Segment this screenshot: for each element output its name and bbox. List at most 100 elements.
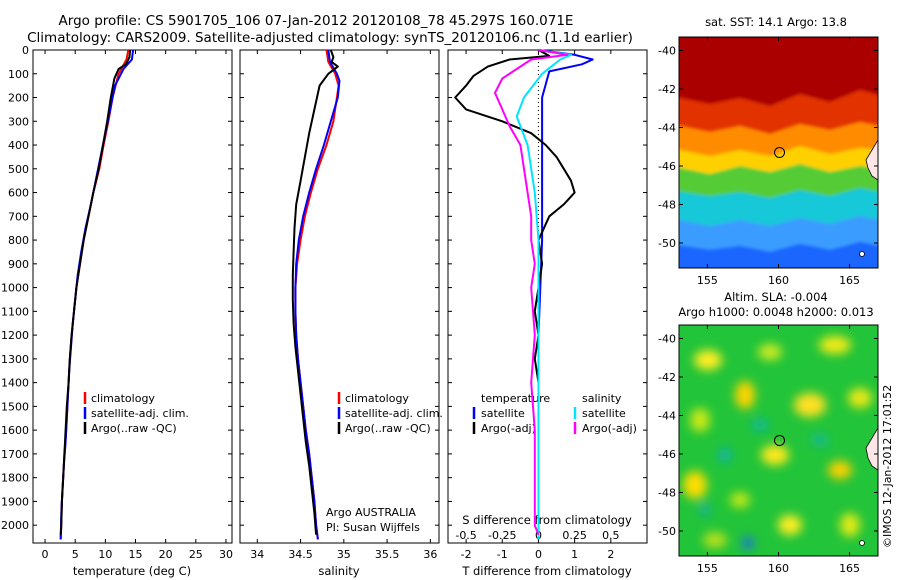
depth-tick-label: 1200 xyxy=(1,329,29,342)
sst-lon-label: 165 xyxy=(839,274,860,287)
sla-lat-label: -42 xyxy=(658,371,676,384)
chart-marks: 0100200300400500600700800900100011001200… xyxy=(1,37,878,575)
legend-label-s-argo: Argo(-adj) xyxy=(582,422,637,435)
salinity-legend: climatology satellite-adj. clim. Argo(..… xyxy=(337,392,443,435)
difference-xtick-label: -1 xyxy=(497,548,508,561)
depth-tick-label: 500 xyxy=(8,163,29,176)
sst-map-panel: sat. SST: 14.1 Argo: 13.8 xyxy=(678,15,879,269)
sla-heatmap xyxy=(679,325,878,556)
sst-lon-label: 155 xyxy=(697,274,718,287)
difference-top-xtick-label: -0.25 xyxy=(488,529,516,542)
sst-lat-label: -46 xyxy=(658,160,676,173)
sla-lat-label: -40 xyxy=(658,332,676,345)
salinity-xtick-label: 34.5 xyxy=(288,548,313,561)
salinity-panel xyxy=(239,49,440,544)
temperature-xtick-label: 15 xyxy=(129,548,143,561)
depth-tick-label: 800 xyxy=(8,234,29,247)
sst-float-marker xyxy=(774,146,786,158)
legend-label-t-argo: Argo(-adj) xyxy=(481,422,536,435)
sla-lat-label: -44 xyxy=(658,409,676,422)
temperature-xtick-label: 10 xyxy=(98,548,112,561)
temperature-axes-frame xyxy=(32,49,233,544)
sla-lon-label: 160 xyxy=(768,562,789,575)
sla-lon-label: 155 xyxy=(697,562,718,575)
pi-label: PI: Susan Wijffels xyxy=(326,521,420,534)
temperature-panel xyxy=(32,49,233,544)
sst-lat-label: -40 xyxy=(658,44,676,57)
difference-series-2 xyxy=(515,49,572,540)
difference-top-xlabel: S difference from climatology xyxy=(462,513,632,527)
depth-tick-label: 1900 xyxy=(1,495,29,508)
temperature-xtick-label: 0 xyxy=(42,548,49,561)
legend-heading-temperature: temperature xyxy=(481,392,550,405)
salinity-xlabel: salinity xyxy=(318,564,359,578)
header-line-1: Argo profile: CS 5901705_106 07-Jan-2012… xyxy=(59,13,574,29)
legend-label-climatology: climatology xyxy=(91,392,155,405)
temperature-xtick-label: 5 xyxy=(72,548,79,561)
header-line-2: Climatology: CARS2009. Satellite-adjuste… xyxy=(27,30,633,46)
difference-xtick-label: -2 xyxy=(461,548,472,561)
difference-top-xtick-label: 0.5 xyxy=(602,529,620,542)
depth-tick-label: 100 xyxy=(8,68,29,81)
temperature-xlabel: temperature (deg C) xyxy=(73,564,191,578)
sst-lat-label: -50 xyxy=(658,237,676,250)
depth-tick-label: 700 xyxy=(8,210,29,223)
difference-top-xtick-label: 0.25 xyxy=(562,529,587,542)
legend-label-s-satellite: satellite xyxy=(582,407,626,420)
depth-tick-label: 1500 xyxy=(1,400,29,413)
depth-tick-label: 1100 xyxy=(1,305,29,318)
legend-label-satellite: satellite-adj. clim. xyxy=(91,407,189,420)
salinity-xtick-label: 35 xyxy=(337,548,351,561)
depth-tick-label: 300 xyxy=(8,115,29,128)
sla-lat-label: -50 xyxy=(658,525,676,538)
depth-tick-label: 400 xyxy=(8,139,29,152)
sst-heatmap xyxy=(679,37,878,268)
salinity-series-1 xyxy=(294,49,341,540)
sla-lat-label: -46 xyxy=(658,448,676,461)
difference-series-1 xyxy=(454,49,576,535)
temperature-xtick-label: 30 xyxy=(219,548,233,561)
sla-lon-label: 165 xyxy=(839,562,860,575)
legend-label-argo: Argo(..raw -QC) xyxy=(345,422,431,435)
legend-label-climatology: climatology xyxy=(345,392,409,405)
sst-lon-label: 160 xyxy=(768,274,789,287)
legend-label-satellite: satellite-adj. clim. xyxy=(345,407,443,420)
temperature-series-2 xyxy=(59,49,132,535)
argo-australia-label: Argo AUSTRALIA xyxy=(326,506,416,519)
sst-lat-label: -42 xyxy=(658,83,676,96)
depth-tick-label: 200 xyxy=(8,92,29,105)
sla-map-title: Altim. SLA: -0.004 xyxy=(724,290,828,304)
sla-map-subtitle: Argo h1000: 0.0048 h2000: 0.013 xyxy=(678,305,873,319)
legend-heading-salinity: salinity xyxy=(582,392,622,405)
depth-tick-label: 900 xyxy=(8,258,29,271)
difference-top-xtick-label: -0.5 xyxy=(455,529,476,542)
depth-tick-label: 1400 xyxy=(1,377,29,390)
salinity-xtick-label: 36 xyxy=(423,548,437,561)
legend-label-t-satellite: satellite xyxy=(481,407,525,420)
temperature-xtick-label: 20 xyxy=(159,548,173,561)
difference-xtick-label: 2 xyxy=(607,548,614,561)
depth-tick-label: 1300 xyxy=(1,353,29,366)
salinity-series-2 xyxy=(291,49,339,535)
sst-lat-label: -44 xyxy=(658,121,676,134)
sst-map-title: sat. SST: 14.1 Argo: 13.8 xyxy=(705,15,847,29)
difference-panel xyxy=(447,49,648,544)
legend-label-argo: Argo(..raw -QC) xyxy=(91,422,177,435)
difference-xlabel: T difference from climatology xyxy=(461,564,632,578)
depth-tick-label: 600 xyxy=(8,187,29,200)
difference-series-3 xyxy=(494,49,569,536)
depth-tick-label: 1700 xyxy=(1,448,29,461)
difference-xtick-label: 1 xyxy=(571,548,578,561)
temperature-xtick-label: 25 xyxy=(189,548,203,561)
salinity-xtick-label: 34 xyxy=(250,548,264,561)
depth-tick-label: 1000 xyxy=(1,282,29,295)
salinity-xtick-label: 35.5 xyxy=(375,548,400,561)
imos-stamp: ©IMOS 12-Jan-2012 17:01:52 xyxy=(881,385,894,548)
depth-tick-label: 2000 xyxy=(1,519,29,532)
depth-tick-label: 1600 xyxy=(1,424,29,437)
sla-float-marker xyxy=(774,434,786,446)
difference-xtick-label: 0 xyxy=(535,548,542,561)
depth-tick-label: 1800 xyxy=(1,472,29,485)
sla-map-panel: Altim. SLA: -0.004 Argo h1000: 0.0048 h2… xyxy=(678,290,879,557)
